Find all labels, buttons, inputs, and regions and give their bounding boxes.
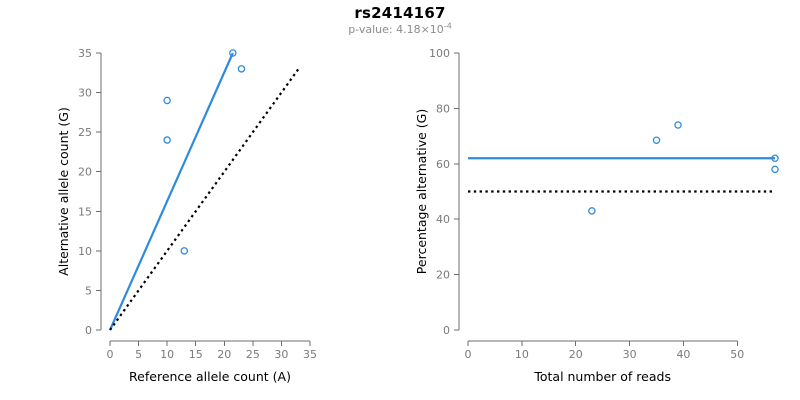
left-y-tick-label: 10 — [78, 245, 92, 258]
left-data-point — [229, 49, 237, 57]
left-fit-line — [108, 52, 234, 331]
right-x-tick-label: 10 — [515, 348, 529, 361]
left-y-tick-label: 15 — [78, 205, 92, 218]
right-y-tick-label: 80 — [436, 102, 450, 115]
right-data-point — [771, 165, 779, 174]
left-x-tick-label: 25 — [246, 348, 260, 361]
right-y-tick-label: 60 — [436, 158, 450, 171]
left-y-tick-label: 30 — [78, 87, 92, 100]
left-x-axis-title: Reference allele count (A) — [129, 369, 291, 384]
right-x-tick-label: 20 — [569, 348, 583, 361]
left-y-axis-title: Alternative allele count (G) — [56, 107, 71, 276]
right-x-tick-label: 30 — [623, 348, 637, 361]
right-scatter-panel: 0 20 40 60 80 100 0 10 20 30 40 50 Total number of r… — [400, 0, 800, 400]
right-y-tick-label: 100 — [429, 47, 450, 60]
right-data-point — [771, 154, 779, 163]
left-x-tick-label: 30 — [274, 348, 288, 361]
left-plot-svg: 0 5 10 15 20 25 30 35 0 5 10 15 20 25 30 35 Reference al… — [56, 47, 317, 384]
right-data-point — [588, 207, 596, 215]
left-data-point — [163, 96, 171, 105]
right-y-tick-label: 0 — [443, 324, 450, 337]
left-y-tick-label: 0 — [85, 324, 92, 337]
right-y-tick-label: 20 — [436, 269, 450, 282]
left-y-tick-label: 25 — [78, 126, 92, 139]
right-data-point — [652, 136, 661, 144]
left-data-point — [180, 247, 189, 255]
right-plot-svg: 0 20 40 60 80 100 0 10 20 30 40 50 Total number of r… — [414, 47, 779, 384]
left-x-tick-label: 20 — [217, 348, 231, 361]
left-x-tick-label: 35 — [303, 348, 317, 361]
left-data-point — [163, 136, 171, 144]
left-y-tick-label: 20 — [78, 166, 92, 179]
left-data-point — [237, 65, 246, 73]
right-x-tick-label: 40 — [676, 348, 690, 361]
left-x-tick-label: 15 — [189, 348, 203, 361]
right-x-tick-label: 50 — [730, 348, 744, 361]
right-x-axis-title: Total number of reads — [533, 369, 671, 384]
right-y-axis-title: Percentage alternative (G) — [414, 109, 429, 274]
left-reference-line — [109, 68, 300, 331]
right-y-tick-label: 40 — [436, 213, 450, 226]
left-x-tick-label: 5 — [135, 348, 142, 361]
left-scatter-panel: 0 5 10 15 20 25 30 35 0 5 10 15 20 25 30 35 Reference al… — [56, 47, 317, 384]
right-data-point — [674, 121, 682, 129]
left-y-tick-label: 5 — [85, 284, 92, 297]
left-y-tick-label: 35 — [78, 47, 92, 60]
left-x-tick-label: 0 — [107, 348, 114, 361]
left-x-tick-label: 10 — [160, 348, 174, 361]
right-x-tick-label: 0 — [465, 348, 472, 361]
